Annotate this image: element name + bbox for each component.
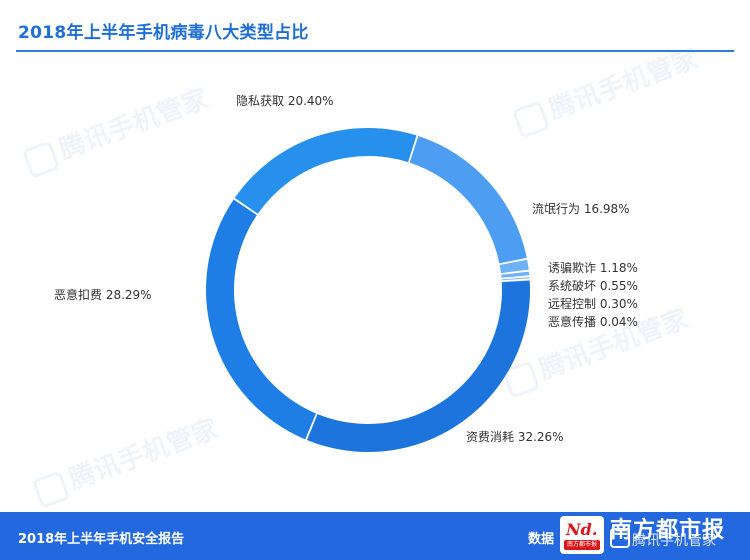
report-name: 2018年上半年手机安全报告 [18, 532, 185, 547]
slice-rogue-behavior [409, 136, 527, 264]
header: 2018年上半年手机病毒八大类型占比 [16, 16, 734, 52]
chart-title: 2018年上半年手机病毒八大类型占比 [18, 23, 309, 43]
label-privacy-theft: 隐私获取 20.40% [236, 94, 334, 108]
newspaper-logo-mark: Nd. [566, 520, 598, 539]
label-remote-control: 远程控制 0.30% [548, 297, 638, 311]
slice-fee-consumption [306, 280, 530, 452]
tencent-brand-label: 腾讯手机管家 [632, 533, 716, 549]
slice-privacy-theft [234, 128, 417, 214]
newspaper-logo-banner: 南方都市报 [564, 540, 600, 550]
label-system-damage: 系统破坏 0.55% [548, 279, 638, 293]
newspaper-logo: Nd. 南方都市报 [560, 516, 604, 554]
label-fraud: 诱骗欺诈 1.18% [548, 261, 638, 275]
newspaper-logo-subtext: 南方都市报 [566, 541, 597, 548]
slice-malicious-deduction [206, 199, 317, 440]
slice-system-damage [501, 271, 530, 278]
tencent-logo-icon [610, 528, 630, 548]
slice-fraud [499, 259, 529, 274]
slice-remote-control [501, 277, 530, 281]
label-rogue-behavior: 流氓行为 16.98% [532, 202, 630, 216]
label-malicious-spread: 恶意传播 0.04% [548, 315, 638, 329]
data-source-label: 数据 [528, 532, 555, 547]
label-malicious-deduction: 恶意扣费 28.29% [54, 288, 152, 302]
footer-bar: 2018年上半年手机安全报告 数据 [0, 512, 750, 560]
label-fee-consumption: 资费消耗 32.26% [466, 430, 564, 444]
